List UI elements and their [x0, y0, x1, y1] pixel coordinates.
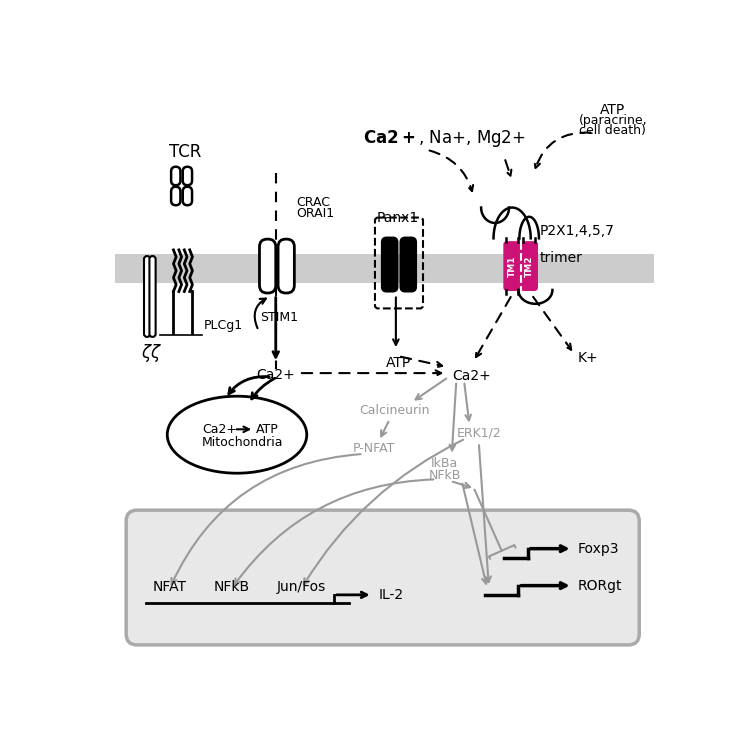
Text: Ca2+: Ca2+ [452, 369, 491, 383]
Text: IkBa: IkBa [431, 456, 458, 470]
Text: TM1: TM1 [508, 255, 517, 277]
Bar [115, 254, 654, 283]
Text: ATP: ATP [600, 103, 625, 117]
Text: P2X1,4,5,7: P2X1,4,5,7 [539, 224, 614, 238]
FancyBboxPatch shape [149, 256, 156, 337]
FancyBboxPatch shape [278, 239, 294, 293]
Text: Calcineurin: Calcineurin [359, 404, 430, 417]
Text: NFkB: NFkB [213, 580, 249, 594]
Text: Foxp3: Foxp3 [578, 542, 619, 556]
Text: (paracrine,: (paracrine, [578, 114, 647, 127]
Text: $\zeta\zeta$: $\zeta\zeta$ [142, 343, 163, 365]
Text: Panx1: Panx1 [377, 211, 419, 225]
Text: K+: K+ [578, 351, 598, 365]
FancyBboxPatch shape [382, 237, 398, 292]
FancyBboxPatch shape [259, 239, 276, 293]
FancyBboxPatch shape [171, 167, 181, 185]
Text: ERK1/2: ERK1/2 [456, 426, 501, 440]
Text: Jun/Fos: Jun/Fos [276, 580, 326, 594]
Text: Ca2+: Ca2+ [202, 423, 237, 436]
Text: NFkB: NFkB [428, 469, 461, 482]
Text: TCR: TCR [169, 143, 201, 162]
FancyBboxPatch shape [126, 510, 639, 645]
Text: STIM1: STIM1 [260, 311, 298, 324]
Text: Mitochondria: Mitochondria [201, 436, 283, 449]
FancyBboxPatch shape [521, 243, 537, 290]
Text: IL-2: IL-2 [379, 588, 404, 602]
FancyBboxPatch shape [401, 237, 416, 292]
Text: ATP: ATP [256, 423, 279, 436]
FancyBboxPatch shape [171, 187, 181, 205]
Text: cell death): cell death) [580, 124, 646, 137]
FancyBboxPatch shape [144, 256, 151, 337]
Text: NFAT: NFAT [153, 580, 187, 594]
Text: CRAC: CRAC [297, 196, 330, 209]
Text: ORAI1: ORAI1 [297, 207, 335, 220]
Text: Ca2+: Ca2+ [256, 368, 295, 381]
FancyBboxPatch shape [504, 243, 520, 290]
FancyBboxPatch shape [183, 167, 192, 185]
Ellipse shape [167, 396, 307, 473]
Text: PLCg1: PLCg1 [204, 319, 243, 332]
Text: TM2: TM2 [525, 255, 534, 277]
Text: RORgt: RORgt [578, 578, 622, 592]
Text: $\mathbf{Ca2+}$, Na+, Mg2+: $\mathbf{Ca2+}$, Na+, Mg2+ [363, 128, 526, 148]
FancyBboxPatch shape [183, 187, 192, 205]
Text: trimer: trimer [539, 251, 582, 265]
Text: P-NFAT: P-NFAT [353, 442, 395, 455]
Text: ATP: ATP [386, 356, 410, 370]
